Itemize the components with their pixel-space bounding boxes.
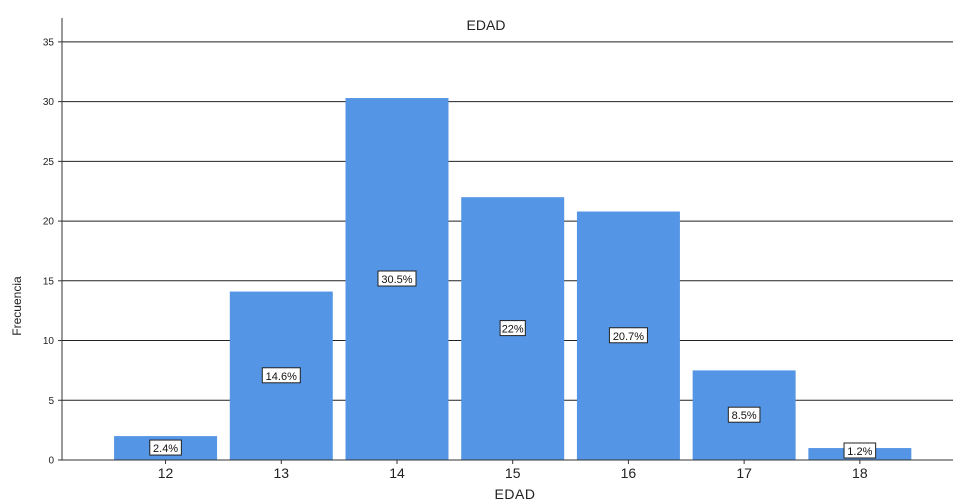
y-tick-label: 35: [43, 37, 55, 48]
y-axis-label: Frecuencia: [10, 276, 24, 336]
data-label-text: 14.6%: [266, 371, 297, 383]
y-tick-label: 20: [43, 217, 55, 228]
data-label: 2.4%: [149, 439, 182, 456]
data-label: 8.5%: [727, 406, 761, 423]
x-tick-label: 18: [852, 465, 868, 481]
x-tick-label: 14: [389, 465, 405, 481]
data-label-box: [377, 270, 417, 287]
x-axis-label: EDAD: [495, 486, 536, 502]
y-tick-label: 10: [43, 336, 55, 347]
bars: [114, 98, 912, 460]
data-label: 22%: [499, 320, 526, 337]
data-label-text: 20.7%: [613, 331, 644, 343]
data-label-box: [149, 439, 182, 456]
data-labels: 2.4% 14.6% 30.5% 22% 20.7% 8.5% 1.2%: [149, 270, 877, 459]
y-tick-label: 25: [43, 157, 55, 168]
data-label-text: 1.2%: [847, 446, 872, 458]
data-label-text: 30.5%: [381, 274, 412, 286]
y-tick-label: 5: [48, 396, 54, 407]
x-tick-label: 12: [158, 465, 174, 481]
data-label-text: 2.4%: [153, 443, 178, 455]
data-label: 14.6%: [261, 367, 301, 384]
data-label-box: [608, 327, 648, 344]
x-tick-label: 15: [505, 465, 521, 481]
chart-title: EDAD: [467, 17, 506, 33]
data-label-box: [499, 320, 526, 337]
data-label-text: 8.5%: [732, 410, 757, 422]
x-axis-ticks: 12 13 14 15 16 17 18: [158, 460, 868, 481]
data-label: 20.7%: [608, 327, 648, 344]
data-label-text: 22%: [502, 324, 524, 336]
data-label: 30.5%: [377, 270, 417, 287]
data-label: 1.2%: [843, 442, 877, 459]
x-tick-label: 13: [273, 465, 289, 481]
data-label-box: [261, 367, 301, 384]
y-tick-label: 30: [43, 97, 55, 108]
y-tick-label: 15: [43, 276, 55, 287]
y-tick-label: 0: [48, 456, 54, 467]
data-label-box: [843, 442, 877, 459]
y-axis-ticks: 0 5 10 15 20 25 30 35: [43, 37, 62, 467]
x-tick-label: 17: [736, 465, 752, 481]
data-label-box: [727, 406, 761, 423]
x-tick-label: 16: [621, 465, 637, 481]
